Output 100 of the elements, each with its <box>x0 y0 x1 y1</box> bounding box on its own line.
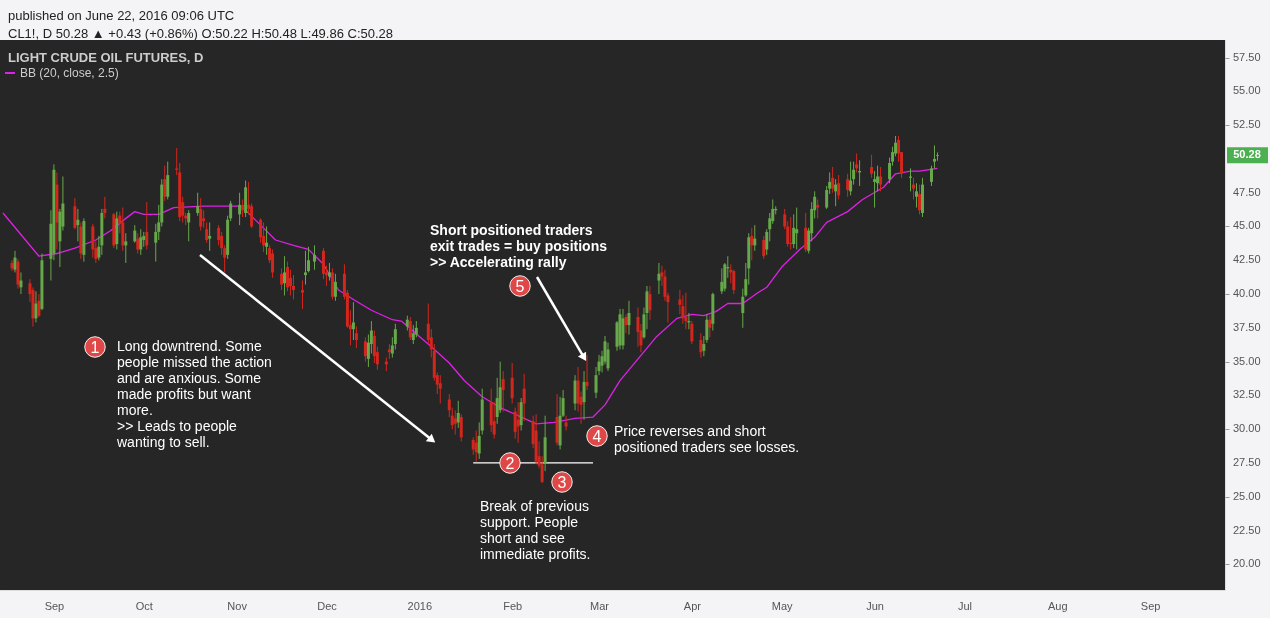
candlestick <box>124 232 128 264</box>
x-tick-label: May <box>771 599 794 612</box>
candlestick <box>351 301 355 341</box>
candlestick <box>711 292 715 332</box>
annotation: Break of previous support. People short and see immediate profits. <box>480 498 591 562</box>
annotation: Price reverses and short positioned traders see losses. <box>614 423 800 455</box>
candlestick <box>333 273 337 302</box>
candlestick <box>292 274 296 300</box>
legend-label: BB (20, close, 2.5) <box>20 66 119 80</box>
candlestick <box>100 208 104 256</box>
x-tick-label: Sep <box>44 599 65 612</box>
candlestick <box>816 198 820 219</box>
x-tick-label: Jul <box>957 599 972 612</box>
candlestick <box>34 290 38 323</box>
candlestick <box>438 374 442 405</box>
text: LIGHT CRUDE OIL FUTURES, D <box>8 50 204 65</box>
candlestick <box>510 362 514 405</box>
candlestick <box>932 144 936 169</box>
candlestick <box>265 225 269 256</box>
text: published on June 22, 2016 09:06 UTC <box>8 8 235 23</box>
candlestick <box>453 409 457 436</box>
y-tick-label: 35.00 <box>1233 354 1261 367</box>
candlestick <box>657 262 661 295</box>
candlestick <box>795 207 799 250</box>
candlestick <box>40 253 44 311</box>
y-tick-label: 30.00 <box>1233 422 1261 435</box>
candlestick <box>262 221 266 253</box>
candlestick <box>289 269 293 296</box>
y-tick-label: 22.50 <box>1233 523 1261 536</box>
candlestick <box>363 336 367 363</box>
candlestick <box>621 308 625 350</box>
candlestick <box>312 244 316 271</box>
y-tick-label: 55.00 <box>1233 84 1261 97</box>
candlestick <box>753 224 757 252</box>
candlestick <box>915 182 918 209</box>
x-tick-label: Oct <box>135 599 153 612</box>
candlestick <box>354 325 358 349</box>
candlestick <box>555 393 559 446</box>
candlestick <box>690 320 694 345</box>
candlestick <box>837 174 841 200</box>
candlestick <box>516 401 520 444</box>
candlestick <box>121 207 125 252</box>
candlestick <box>750 227 754 261</box>
annotation: 50.28 <box>1233 148 1261 161</box>
candlestick <box>76 208 80 242</box>
y-tick-label: 37.50 <box>1233 320 1261 333</box>
annotation: 2 <box>505 455 515 472</box>
y-tick-label: 42.50 <box>1233 253 1261 266</box>
candlestick <box>330 267 334 300</box>
candlestick <box>585 354 589 391</box>
candlestick <box>103 196 107 219</box>
candlestick <box>624 313 628 334</box>
annotation: CL1!, D 50.28 ▲ +0.43 (+0.86%) O:50.22 H:50.48 L:49.86 C:50.28 <box>8 26 394 41</box>
candlestick <box>699 332 703 359</box>
candlestick <box>870 154 874 179</box>
candlestick <box>762 235 766 260</box>
candlestick <box>522 373 526 422</box>
candlestick <box>459 413 463 442</box>
candlestick <box>73 197 77 230</box>
candlestick <box>91 223 95 259</box>
x-tick-label: Jun <box>866 599 884 612</box>
y-tick-label: 32.50 <box>1233 388 1261 401</box>
candlestick <box>301 280 305 310</box>
candlestick <box>115 211 119 250</box>
x-tick-label: Nov <box>227 599 248 612</box>
y-tick-label: 45.00 <box>1233 219 1261 232</box>
candlestick <box>918 184 921 215</box>
annotation: Long downtrend. Some people missed the action and are anxious. Some made profits but want more. >> Leads to people wanting to sell. <box>116 338 272 450</box>
candlestick <box>16 258 20 290</box>
y-tick-label: 57.50 <box>1233 50 1261 63</box>
candlestick <box>163 165 167 202</box>
candlestick <box>271 248 275 279</box>
candlestick <box>501 370 505 413</box>
candlestick <box>196 192 200 217</box>
candlestick <box>564 415 568 432</box>
y-tick-label: 47.50 <box>1233 185 1261 198</box>
x-tick-label: Aug <box>1047 599 1068 612</box>
x-tick-label: Sep <box>1140 599 1161 612</box>
candlestick <box>166 161 170 200</box>
y-tick-label: 40.00 <box>1233 287 1261 300</box>
candlestick <box>720 267 724 295</box>
candlestick <box>112 212 116 249</box>
candlestick <box>286 261 290 292</box>
y-tick-label: 20.00 <box>1233 557 1261 570</box>
candlestick <box>627 300 631 336</box>
candlestick <box>804 212 808 253</box>
candlestick <box>205 221 209 244</box>
candlestick <box>834 178 838 207</box>
candlestick <box>411 324 415 345</box>
candlestick <box>534 413 538 465</box>
candlestick <box>456 400 460 429</box>
candlestick <box>280 267 284 291</box>
y-tick-label: 27.50 <box>1233 455 1261 468</box>
candlestick <box>136 232 140 255</box>
candlestick <box>929 165 933 187</box>
candlestick <box>681 294 685 325</box>
candlestick <box>519 397 523 432</box>
x-tick-label: Feb <box>503 599 523 612</box>
candlestick <box>82 217 86 263</box>
annotation: 3 <box>557 474 567 491</box>
